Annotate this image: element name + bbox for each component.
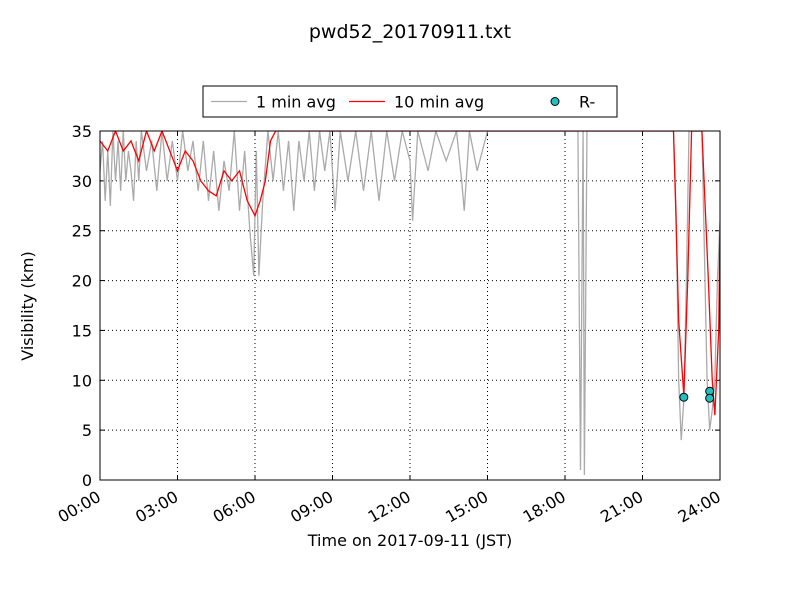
y-tick-label: 0 bbox=[82, 471, 92, 490]
legend-box bbox=[202, 85, 618, 118]
y-tick-label: 5 bbox=[82, 421, 92, 440]
y-tick-label: 30 bbox=[72, 172, 92, 191]
x-tick-label: 21:00 bbox=[597, 487, 646, 527]
x-tick-label: 12:00 bbox=[365, 487, 414, 527]
x-tick-label: 18:00 bbox=[520, 487, 569, 527]
x-tick-label: 15:00 bbox=[442, 487, 491, 527]
series-line bbox=[100, 131, 720, 416]
y-tick-label: 15 bbox=[72, 321, 92, 340]
x-tick-label: 09:00 bbox=[287, 487, 336, 527]
y-tick-label: 35 bbox=[72, 122, 92, 141]
legend-marker bbox=[550, 97, 560, 106]
series-line bbox=[100, 131, 720, 476]
y-tick-label: 20 bbox=[72, 272, 92, 291]
marker bbox=[679, 392, 689, 402]
x-axis-label: Time on 2017-09-11 (JST) bbox=[307, 531, 512, 550]
y-axis-label: Visibility (km) bbox=[18, 251, 37, 360]
y-tick-label: 10 bbox=[72, 371, 92, 390]
x-tick-label: 24:00 bbox=[675, 487, 724, 527]
y-tick-label: 25 bbox=[72, 222, 92, 241]
x-tick-label: 00:00 bbox=[55, 487, 104, 527]
plot-frame bbox=[99, 130, 721, 481]
legend-label: 1 min avg bbox=[256, 93, 336, 112]
chart-title: pwd52_20170911.txt bbox=[309, 21, 511, 43]
legend-label: 10 min avg bbox=[394, 93, 484, 112]
marker bbox=[705, 393, 715, 403]
legend-label: R- bbox=[579, 93, 595, 112]
plot-area bbox=[100, 131, 720, 476]
x-tick-label: 06:00 bbox=[210, 487, 259, 527]
x-tick-label: 03:00 bbox=[132, 487, 181, 527]
